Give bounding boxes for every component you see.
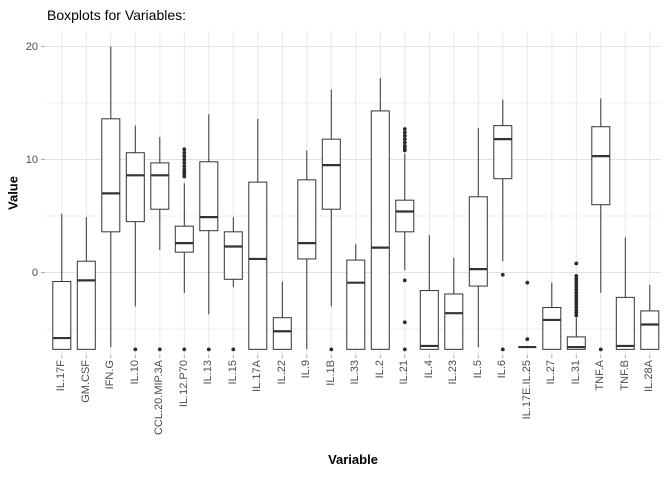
x-tick-label-IL.21: IL.21 bbox=[398, 360, 411, 385]
box-IL.17F bbox=[52, 281, 72, 350]
y-tick-label: 10 bbox=[25, 153, 38, 166]
chart-title: Boxplots for Variables: bbox=[47, 7, 187, 23]
y-tick-label: 20 bbox=[25, 40, 38, 53]
outlier-IL.12.P70 bbox=[182, 167, 187, 172]
box-IL.15 bbox=[223, 231, 243, 280]
box-IL.1B bbox=[321, 138, 341, 210]
box-IL.28A bbox=[640, 310, 660, 350]
outlier-TNF.A bbox=[598, 347, 603, 352]
outlier-IL.6 bbox=[500, 272, 505, 277]
plot-panel bbox=[41, 31, 661, 359]
x-tick-label-IL.15: IL.15 bbox=[226, 360, 239, 385]
x-tick-label-IL.6: IL.6 bbox=[496, 360, 509, 379]
y-axis-title: Value bbox=[5, 176, 21, 210]
outlier-IL.31 bbox=[574, 288, 579, 292]
x-tick-label-IL.23: IL.23 bbox=[447, 360, 460, 385]
box-IL.5 bbox=[468, 196, 488, 287]
x-tick-label-IL.9: IL.9 bbox=[300, 360, 313, 379]
x-tick-label-IL.12.P70: IL.12.P70 bbox=[177, 360, 190, 408]
outlier-IL.21 bbox=[402, 127, 407, 131]
box-IL.10 bbox=[125, 152, 145, 223]
outlier-IL.12.P70 bbox=[182, 160, 187, 165]
outlier-IL.31 bbox=[574, 307, 579, 312]
outlier-IL.21 bbox=[402, 320, 407, 325]
x-tick-label-IL.22: IL.22 bbox=[275, 360, 288, 385]
x-tick-label-IL.4: IL.4 bbox=[422, 360, 435, 379]
x-tick-label-IL.28A: IL.28A bbox=[643, 360, 656, 392]
x-tick-label-IL.10: IL.10 bbox=[128, 360, 141, 385]
box-TNF.B bbox=[615, 296, 635, 350]
outlier-CCL.20.MIP.3A bbox=[157, 347, 162, 352]
box-CCL.20.MIP.3A bbox=[150, 162, 170, 210]
x-tick-label-IL.33: IL.33 bbox=[349, 360, 362, 385]
box-IL.6 bbox=[493, 125, 513, 180]
box-IL.9 bbox=[297, 179, 317, 260]
x-tick-label-IL.17F: IL.17F bbox=[55, 360, 68, 392]
outlier-IL.31 bbox=[574, 285, 579, 290]
outlier-IL.17E.IL.25 bbox=[525, 280, 530, 285]
outlier-IL.21 bbox=[402, 144, 407, 148]
outlier-IL.31 bbox=[574, 296, 579, 301]
x-tick-label-IL.1B: IL.1B bbox=[324, 360, 337, 386]
outlier-IL.13 bbox=[206, 347, 211, 352]
outlier-IL.21 bbox=[402, 133, 407, 138]
box-IL.33 bbox=[346, 259, 366, 350]
outlier-IL.1B bbox=[329, 347, 334, 352]
box-IL.27 bbox=[542, 307, 562, 350]
box-IL.2 bbox=[370, 110, 390, 350]
outlier-IL.31 bbox=[574, 276, 579, 281]
outlier-IL.17E.IL.25 bbox=[525, 337, 530, 342]
outlier-IL.31 bbox=[574, 290, 579, 295]
outlier-IL.31 bbox=[574, 310, 579, 315]
x-tick-label-IL.17E.IL.25: IL.17E.IL.25 bbox=[520, 360, 533, 420]
outlier-IL.12.P70 bbox=[182, 347, 187, 352]
outlier-IL.31 bbox=[574, 282, 579, 287]
outlier-IL.21 bbox=[402, 278, 407, 283]
x-tick-label-IL.17A: IL.17A bbox=[251, 360, 264, 392]
box-IL.13 bbox=[199, 161, 219, 232]
outlier-IL.21 bbox=[402, 347, 407, 352]
box-IL.17A bbox=[248, 181, 268, 350]
box-IFN.G bbox=[101, 118, 121, 233]
outlier-IL.6 bbox=[500, 347, 505, 352]
x-tick-label-IL.5: IL.5 bbox=[471, 360, 484, 379]
outlier-IL.21 bbox=[402, 137, 407, 142]
outlier-IL.12.P70 bbox=[182, 164, 187, 169]
x-tick-label-GM.CSF: GM.CSF bbox=[79, 360, 92, 403]
outlier-IL.31 bbox=[574, 313, 579, 318]
x-tick-label-IFN.G: IFN.G bbox=[104, 360, 117, 390]
outlier-IL.31 bbox=[574, 293, 579, 298]
x-tick-label-IL.27: IL.27 bbox=[545, 360, 558, 385]
outlier-IL.10 bbox=[133, 347, 138, 352]
box-IL.22 bbox=[272, 317, 292, 350]
x-tick-label-IL.31: IL.31 bbox=[569, 360, 582, 385]
box-GM.CSF bbox=[76, 260, 96, 350]
x-tick-label-IL.2: IL.2 bbox=[373, 360, 386, 379]
outlier-IL.12.P70 bbox=[182, 147, 187, 152]
outlier-IL.15 bbox=[231, 347, 236, 352]
y-tick-label: 0 bbox=[31, 266, 38, 279]
x-axis-title: Variable bbox=[328, 452, 378, 467]
outlier-IL.31 bbox=[574, 302, 579, 307]
outlier-IL.12.P70 bbox=[182, 154, 187, 159]
x-tick-label-CCL.20.MIP.3A: CCL.20.MIP.3A bbox=[153, 360, 166, 436]
box-IL.23 bbox=[444, 293, 464, 350]
box-IL.12.P70 bbox=[174, 225, 194, 253]
x-tick-label-TNF.A: TNF.A bbox=[594, 360, 607, 391]
outlier-IL.31 bbox=[574, 273, 579, 278]
outlier-IL.21 bbox=[402, 140, 407, 145]
x-tick-label-TNF.B: TNF.B bbox=[618, 360, 631, 391]
box-TNF.A bbox=[591, 126, 611, 206]
outlier-IL.12.P70 bbox=[182, 157, 187, 162]
outlier-IL.31 bbox=[574, 299, 579, 304]
outlier-IL.31 bbox=[574, 305, 579, 309]
x-tick-label-IL.13: IL.13 bbox=[202, 360, 215, 385]
outlier-IL.21 bbox=[402, 130, 407, 135]
box-IL.4 bbox=[419, 290, 439, 350]
outlier-IL.31 bbox=[574, 261, 579, 266]
box-IL.21 bbox=[395, 199, 415, 233]
outlier-IL.12.P70 bbox=[182, 150, 187, 155]
outlier-IL.31 bbox=[574, 279, 579, 284]
